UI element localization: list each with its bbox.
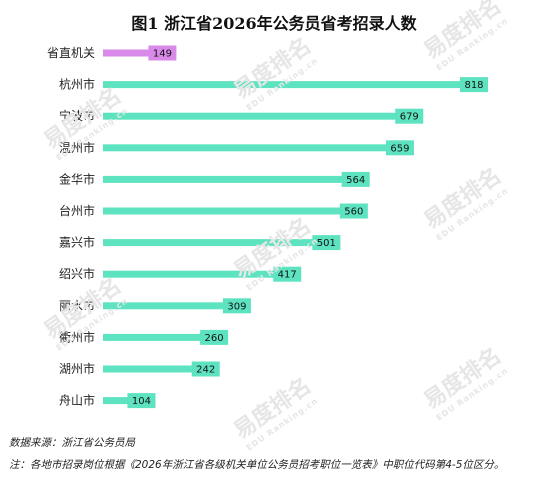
bar bbox=[103, 239, 337, 247]
data-label-box bbox=[341, 171, 370, 187]
bar bbox=[103, 333, 225, 341]
category-label: 金华市 bbox=[59, 171, 95, 186]
data-label-box bbox=[200, 329, 229, 345]
bar bbox=[103, 302, 247, 310]
bar bbox=[103, 397, 152, 405]
category-label: 衢州市 bbox=[59, 329, 95, 344]
data-label: 818 bbox=[464, 80, 483, 91]
chart-title: 图1 浙江省2026年公务员省考招录人数 bbox=[131, 14, 417, 33]
bar bbox=[103, 175, 366, 183]
data-label-box bbox=[385, 140, 414, 156]
category-label: 杭州市 bbox=[59, 77, 95, 92]
data-label: 564 bbox=[346, 175, 365, 186]
data-label-box bbox=[273, 266, 302, 282]
category-label: 嘉兴市 bbox=[59, 235, 95, 250]
data-source: 数据来源：浙江省公务员局 bbox=[9, 437, 135, 449]
data-label-box bbox=[460, 77, 488, 93]
data-label: 260 bbox=[205, 333, 224, 344]
data-label-box bbox=[127, 393, 156, 409]
data-label: 242 bbox=[196, 365, 215, 376]
data-label: 149 bbox=[153, 49, 172, 60]
category-label: 宁波市 bbox=[59, 108, 95, 123]
bar bbox=[103, 207, 364, 215]
bar bbox=[103, 365, 216, 373]
bar bbox=[103, 112, 420, 120]
data-label-box bbox=[312, 235, 341, 251]
footnote: 注：各地市招录岗位根据《2026年浙江省各级机关单位公务员招考职位一览表》中职位… bbox=[9, 459, 505, 471]
category-label: 温州市 bbox=[59, 140, 95, 155]
data-label: 104 bbox=[132, 396, 151, 407]
data-label-box bbox=[191, 361, 220, 377]
category-label: 舟山市 bbox=[59, 393, 95, 408]
category-label: 省直机关 bbox=[47, 46, 95, 60]
data-label: 679 bbox=[400, 112, 419, 123]
bar bbox=[103, 81, 484, 89]
data-label-box bbox=[148, 45, 177, 61]
category-label: 台州市 bbox=[59, 203, 95, 218]
data-label: 659 bbox=[390, 143, 409, 154]
category-label: 丽水市 bbox=[59, 298, 95, 313]
bar bbox=[103, 49, 173, 57]
data-label: 417 bbox=[278, 270, 297, 281]
data-label-box bbox=[395, 108, 424, 124]
bar bbox=[103, 270, 298, 278]
data-label-box bbox=[339, 203, 368, 219]
bar-chart: 省直机关 149 杭州市 818 宁波市 679 温州市 659 金华市 564 台州市 560 嘉兴市… bbox=[47, 45, 488, 409]
category-label: 湖州市 bbox=[59, 361, 95, 376]
data-label: 309 bbox=[227, 301, 246, 312]
data-label: 560 bbox=[344, 207, 363, 218]
data-label-box bbox=[222, 298, 251, 314]
category-label: 绍兴市 bbox=[59, 266, 95, 281]
bar bbox=[103, 144, 410, 152]
data-label: 501 bbox=[317, 238, 336, 249]
